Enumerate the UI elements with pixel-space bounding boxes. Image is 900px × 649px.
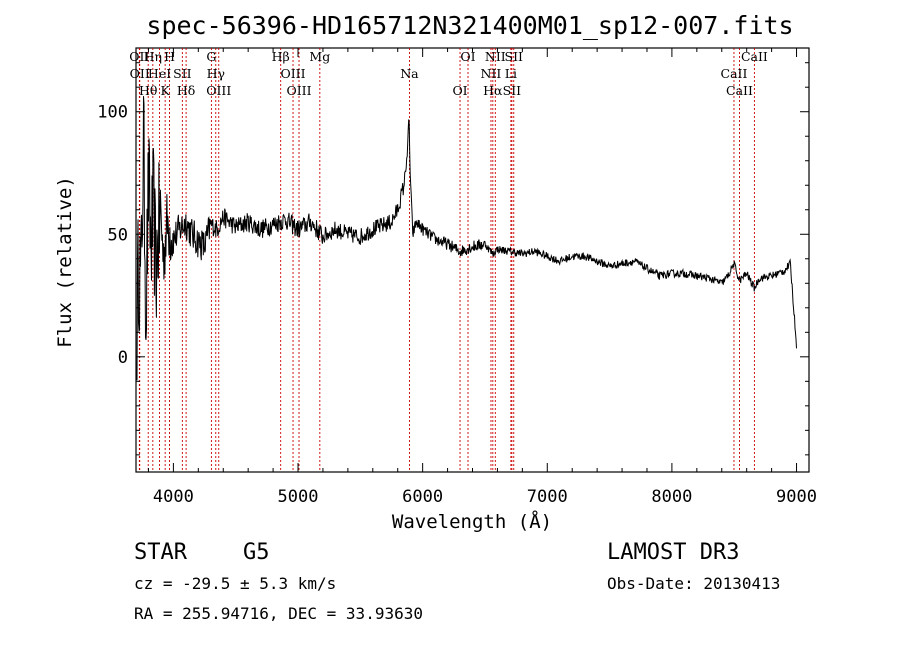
y-tick-label: 100 bbox=[97, 103, 128, 123]
line-label: G bbox=[206, 49, 216, 64]
line-label: OIII bbox=[281, 66, 306, 81]
line-label: HeI bbox=[148, 66, 171, 81]
line-label: NII bbox=[485, 49, 506, 64]
line-label: NII bbox=[481, 66, 502, 81]
chart-title: spec-56396-HD165712N321400M01_sp12-007.f… bbox=[146, 11, 793, 40]
y-tick-label: 0 bbox=[118, 348, 128, 368]
line-label: SII bbox=[503, 83, 522, 98]
survey-name: LAMOST DR3 bbox=[607, 540, 739, 565]
line-label: Li bbox=[505, 66, 517, 81]
line-label: Hδ bbox=[177, 83, 195, 98]
line-label: OII bbox=[129, 49, 149, 64]
line-label: CaII bbox=[741, 49, 768, 64]
line-label: SII bbox=[505, 49, 524, 64]
spectrum-line bbox=[136, 96, 797, 381]
spectral-line-labels: OIIOIIHθHηHeIKHSIIHδGHγOIIIHβOIIIOIIIMgN… bbox=[129, 49, 768, 98]
line-label: OII bbox=[130, 66, 150, 81]
axis-tick-labels: 4000 5000 6000 7000 8000 9000 0 50 100 bbox=[97, 103, 817, 507]
line-label: Hγ bbox=[207, 66, 225, 81]
line-label: Hθ bbox=[139, 83, 157, 98]
x-axis-label: Wavelength (Å) bbox=[392, 510, 552, 533]
y-tick-label: 50 bbox=[108, 225, 128, 245]
line-label: OI bbox=[460, 49, 475, 64]
object-class: STAR bbox=[134, 540, 188, 565]
object-subclass: G5 bbox=[243, 540, 270, 565]
line-label: Mg bbox=[309, 49, 330, 64]
observation-date: Obs-Date: 20130413 bbox=[607, 574, 780, 593]
spectral-line-markers bbox=[138, 48, 755, 472]
y-axis-label: Flux (relative) bbox=[54, 176, 76, 348]
line-label: OIII bbox=[286, 83, 311, 98]
line-label: H bbox=[164, 49, 175, 64]
coordinates-readout: RA = 255.94716, DEC = 33.93630 bbox=[134, 604, 423, 623]
line-label: SII bbox=[173, 66, 192, 81]
plot-frame bbox=[135, 47, 810, 473]
line-label: OIII bbox=[206, 83, 231, 98]
line-label: Hα bbox=[483, 83, 503, 98]
x-tick-label: 6000 bbox=[402, 487, 443, 507]
line-label: Na bbox=[400, 66, 419, 81]
line-label: CaII bbox=[726, 83, 753, 98]
x-tick-label: 9000 bbox=[776, 487, 817, 507]
line-label: Hη bbox=[144, 49, 162, 64]
axis-ticks bbox=[136, 48, 809, 472]
line-label: CaII bbox=[721, 66, 748, 81]
x-tick-label: 4000 bbox=[153, 487, 194, 507]
line-label: K bbox=[160, 83, 170, 98]
redshift-readout: cz = -29.5 ± 5.3 km/s bbox=[134, 574, 336, 593]
line-label: Hβ bbox=[272, 49, 290, 64]
x-tick-label: 8000 bbox=[651, 487, 692, 507]
x-tick-label: 7000 bbox=[527, 487, 568, 507]
line-label: OI bbox=[452, 83, 467, 98]
x-tick-label: 5000 bbox=[278, 487, 319, 507]
